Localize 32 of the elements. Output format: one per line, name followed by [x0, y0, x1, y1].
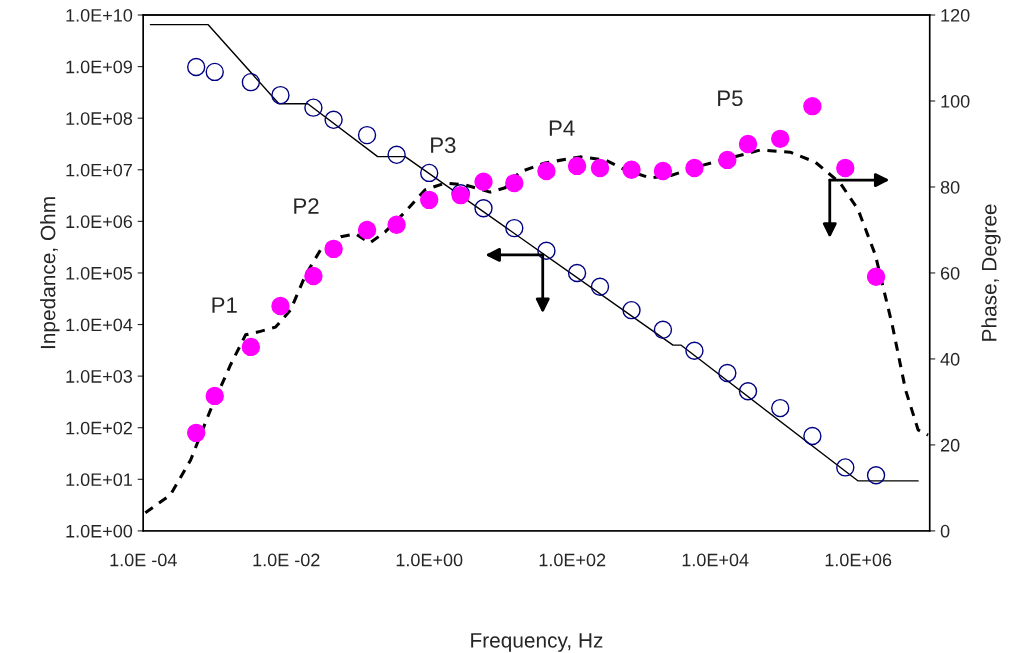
y2-tick-label: 80	[940, 180, 960, 194]
x-axis-title: Frequency, Hz	[471, 633, 603, 652]
y2-tick-label: 100	[941, 94, 970, 108]
y2-tick-label: 40	[940, 352, 960, 366]
annotation: P5	[718, 90, 743, 107]
y-axis-title: Inpedance, Ohm	[40, 197, 60, 349]
x-tick-label: 1.0E+06	[825, 553, 892, 567]
y-tick-label: 1.0E+09	[66, 60, 132, 74]
y-tick-label: 1.0E+07	[66, 163, 132, 177]
y-tick-label: 1.0E+05	[66, 266, 133, 280]
y-tick-label: 1.0E+04	[66, 318, 133, 332]
y-tick-label: 1.0E+06	[66, 215, 133, 229]
annotation: P1	[212, 297, 237, 313]
x-tick-label: 1.0E+02	[539, 553, 606, 567]
y2-tick-label: 20	[940, 438, 960, 452]
x-tick-label: 1.0E+04	[682, 553, 749, 567]
y2-tick-label: 120	[941, 8, 970, 22]
y-tick-label: 1.0E+00	[66, 524, 133, 538]
x-tick-label: 1.0E -04	[110, 553, 177, 567]
y2-tick-label: 60	[940, 266, 960, 280]
x-tick-label: 1.0E -02	[253, 553, 320, 567]
y2-axis-title: Phase, Degree	[981, 204, 1001, 341]
y-tick-label: 1.0E+01	[66, 473, 132, 487]
annotation: P2	[294, 198, 319, 214]
annotation: P3	[431, 137, 456, 154]
annotation: P4	[549, 120, 575, 136]
x-tick-label: 1.0E+00	[396, 553, 463, 567]
y-tick-label: 1.0E+03	[66, 370, 133, 383]
y-tick-label: 1.0E+02	[66, 421, 132, 435]
y-tick-label: 1.0E+10	[66, 8, 133, 22]
y-tick-label: 1.0E+08	[66, 112, 133, 125]
y2-tick-label: 0	[940, 524, 950, 538]
